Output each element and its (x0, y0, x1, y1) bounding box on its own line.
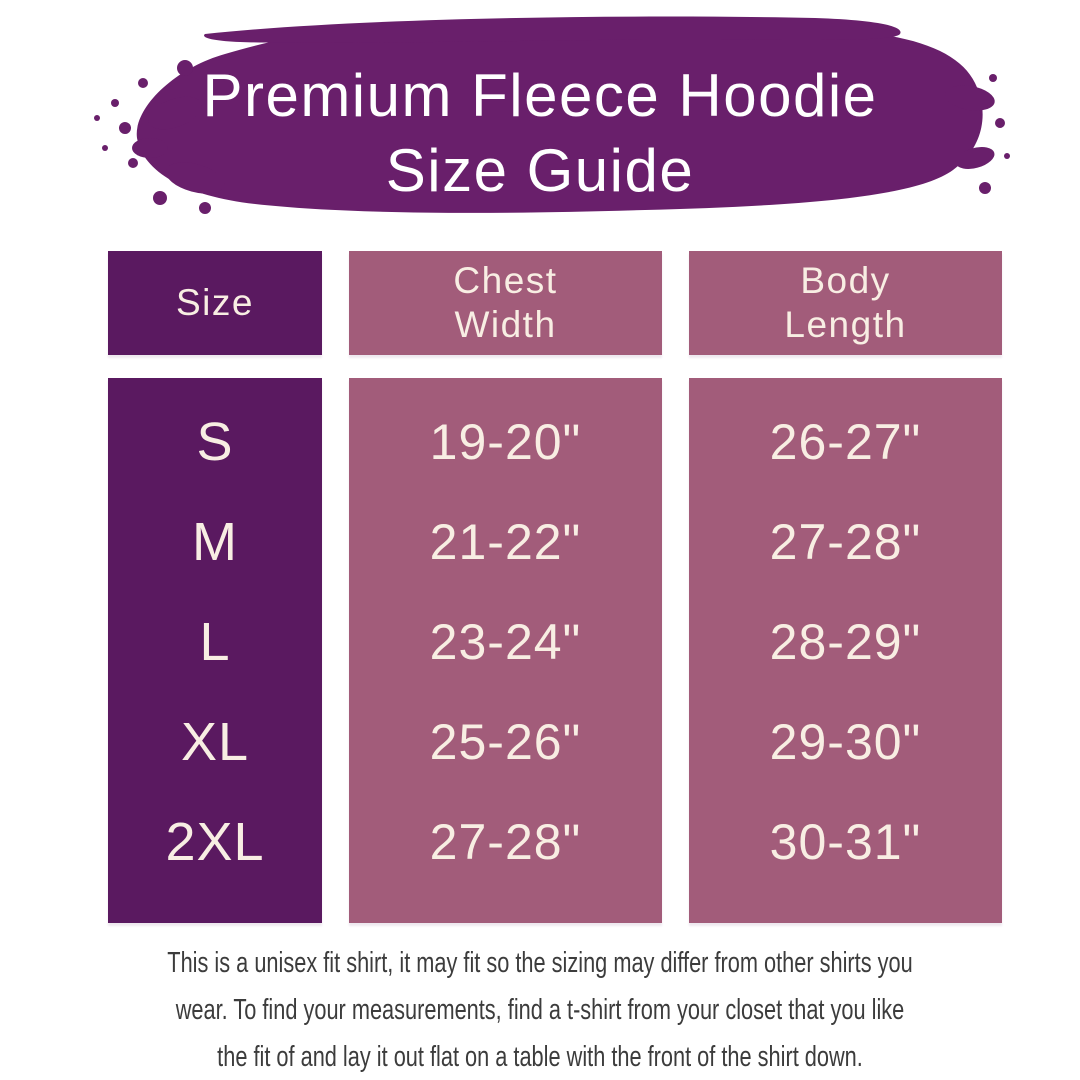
chest-width-value: 23-24" (429, 614, 582, 670)
body-length-column: Body Length 26-27" 27-28" 28-29" 29-30" … (689, 251, 1002, 923)
size-value: S (196, 412, 234, 472)
chest-width-header-line-1: Chest (453, 260, 558, 301)
size-value: M (192, 512, 238, 572)
brush-stroke-graphic (94, 16, 1010, 214)
size-value: XL (180, 712, 250, 772)
body-length-value: 29-30" (769, 714, 922, 770)
body-length-column-header: Body Length (689, 251, 1002, 355)
chest-width-value: 19-20" (429, 414, 582, 470)
chest-width-header-line-2: Width (454, 304, 557, 345)
chest-width-column: Chest Width 19-20" 21-22" 23-24" 25-26" … (349, 251, 662, 923)
fit-note: This is a unisex fit shirt, it may fit s… (0, 940, 1080, 1080)
page-title: Premium Fleece Hoodie Size Guide (0, 58, 1080, 208)
column-gap (349, 355, 662, 378)
size-column-header: Size (108, 251, 322, 355)
fit-note-line-1: This is a unisex fit shirt, it may fit s… (167, 947, 913, 979)
body-length-value: 26-27" (769, 414, 922, 470)
chest-width-value: 25-26" (429, 714, 582, 770)
body-length-value: 27-28" (769, 514, 922, 570)
body-length-header-line-2: Length (784, 304, 907, 345)
body-length-column-body: 26-27" 27-28" 28-29" 29-30" 30-31" (689, 378, 1002, 923)
column-gap (108, 355, 322, 378)
size-column: Size S M L XL 2XL (108, 251, 322, 923)
size-value: L (199, 612, 231, 672)
chest-width-value: 21-22" (429, 514, 582, 570)
chest-width-column-body: 19-20" 21-22" 23-24" 25-26" 27-28" (349, 378, 662, 923)
fit-note-line-2: wear. To find your measurements, find a … (175, 994, 905, 1026)
page-title-line-1: Premium Fleece Hoodie (202, 62, 878, 129)
page-title-line-2: Size Guide (385, 137, 695, 204)
fit-note-line-3: the fit of and lay it out flat on a tabl… (217, 1041, 863, 1073)
body-length-value: 30-31" (769, 814, 922, 870)
body-length-header-line-1: Body (800, 260, 891, 301)
size-header-label: Size (176, 282, 254, 323)
body-length-value: 28-29" (769, 614, 922, 670)
size-column-body: S M L XL 2XL (108, 378, 322, 923)
size-value: 2XL (165, 812, 265, 872)
column-gap (689, 355, 1002, 378)
chest-width-value: 27-28" (429, 814, 582, 870)
chest-width-column-header: Chest Width (349, 251, 662, 355)
